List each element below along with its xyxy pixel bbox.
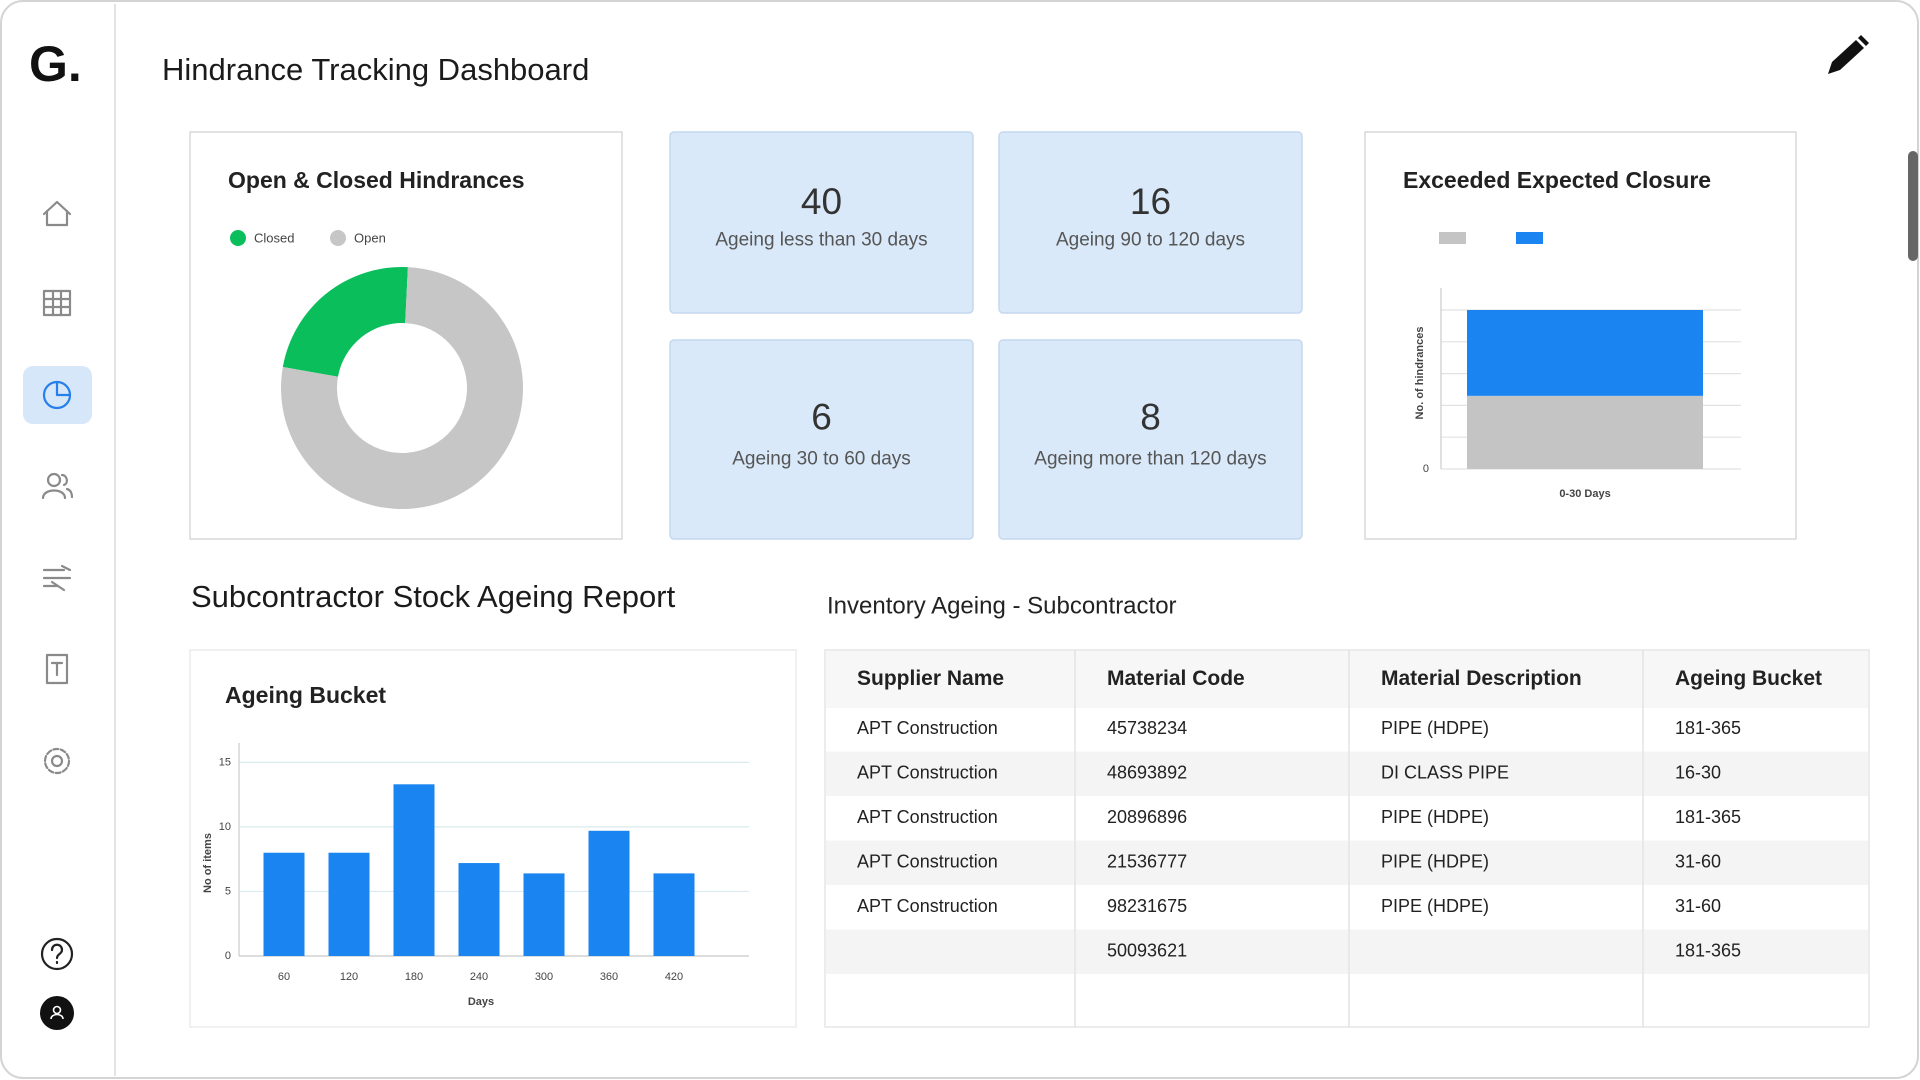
- x-tick-label: 120: [340, 971, 358, 983]
- bar-segment: [1467, 395, 1703, 469]
- table-cell: 48693892: [1107, 763, 1187, 783]
- bar: [263, 852, 305, 956]
- card-title: Open & Closed Hindrances: [228, 167, 525, 193]
- table-cell: APT Construction: [857, 807, 998, 827]
- edit-button[interactable]: [1828, 35, 1869, 74]
- legend-swatch: [1516, 232, 1543, 244]
- kpi-value: 40: [801, 181, 842, 222]
- ageing-card: [189, 649, 797, 1028]
- table-header: Supplier Name: [857, 667, 1004, 690]
- bar: [653, 873, 695, 956]
- table-cell: 31-60: [1675, 852, 1721, 872]
- scrollbar[interactable]: [1908, 151, 1918, 261]
- x-tick-label: 60: [278, 971, 290, 983]
- page-title: Hindrance Tracking Dashboard: [162, 52, 589, 87]
- y-tick-label: 5: [225, 885, 231, 897]
- table-cell: 16-30: [1675, 763, 1721, 783]
- table-cell: 181-365: [1675, 718, 1741, 738]
- table-header: Material Description: [1381, 667, 1582, 690]
- table-header: Ageing Bucket: [1675, 667, 1822, 690]
- x-tick-label: 360: [600, 971, 618, 983]
- x-axis-label: Days: [468, 996, 494, 1008]
- table-cell: 31-60: [1675, 896, 1721, 916]
- card-title: Ageing Bucket: [225, 682, 386, 708]
- table-cell: APT Construction: [857, 896, 998, 916]
- kpi-label: Ageing more than 120 days: [1034, 448, 1266, 469]
- nav-settings[interactable]: [43, 747, 71, 775]
- legend-swatch: [1439, 232, 1466, 244]
- bar: [328, 852, 370, 956]
- x-tick-label: 0-30 Days: [1559, 488, 1610, 500]
- kpi-value: 16: [1130, 181, 1171, 222]
- x-tick-label: 300: [535, 971, 553, 983]
- x-tick-label: 180: [405, 971, 423, 983]
- kpi-card: [669, 339, 974, 540]
- nav-charts[interactable]: [42, 380, 72, 410]
- section-title: Subcontractor Stock Ageing Report: [191, 579, 676, 614]
- y-tick-label: 0: [225, 950, 231, 962]
- table-cell: PIPE (HDPE): [1381, 896, 1489, 916]
- kpi-card: [998, 339, 1303, 540]
- table-cell: APT Construction: [857, 718, 998, 738]
- kpi-value: 8: [1140, 396, 1161, 437]
- bar: [393, 784, 435, 956]
- nav-users[interactable]: [41, 472, 74, 500]
- legend-swatch: [330, 230, 346, 246]
- card-title: Exceeded Expected Closure: [1403, 167, 1711, 193]
- user-avatar[interactable]: [40, 996, 74, 1030]
- table-cell: 50093621: [1107, 941, 1187, 961]
- table-title: Inventory Ageing - Subcontractor: [827, 592, 1177, 619]
- table-row-bg: [826, 840, 1868, 885]
- x-tick-label: 420: [665, 971, 683, 983]
- y-axis-label: No of items: [202, 833, 214, 893]
- legend-label: Open: [354, 230, 386, 245]
- table-cell: PIPE (HDPE): [1381, 852, 1489, 872]
- donut-segment: [280, 267, 523, 509]
- table-cell: PIPE (HDPE): [1381, 718, 1489, 738]
- table-header-bg: [826, 651, 1868, 708]
- bar-segment: [1467, 310, 1703, 396]
- kpi-value: 6: [811, 396, 832, 437]
- kpi-label: Ageing 90 to 120 days: [1056, 230, 1245, 251]
- donut-segment: [282, 267, 408, 377]
- table-cell: PIPE (HDPE): [1381, 807, 1489, 827]
- table-cell: 21536777: [1107, 852, 1187, 872]
- nav-help[interactable]: [40, 937, 74, 971]
- table-cell: 98231675: [1107, 896, 1187, 916]
- x-tick-label: 240: [470, 971, 488, 983]
- table-row-bg: [826, 751, 1868, 796]
- table-cell: 45738234: [1107, 718, 1187, 738]
- legend-label: Closed: [254, 230, 294, 245]
- nav-docs[interactable]: [45, 653, 69, 685]
- table-cell: 20896896: [1107, 807, 1187, 827]
- y-tick-label: 0: [1423, 463, 1429, 475]
- y-tick-label: 10: [219, 821, 231, 833]
- legend-swatch: [230, 230, 246, 246]
- bar: [588, 830, 630, 956]
- bar: [523, 873, 565, 956]
- table-cell: 181-365: [1675, 807, 1741, 827]
- y-axis-label: No. of hindrances: [1414, 327, 1426, 420]
- bar: [458, 863, 500, 956]
- nav-filter[interactable]: [42, 564, 72, 592]
- table-cell: APT Construction: [857, 763, 998, 783]
- kpi-label: Ageing 30 to 60 days: [732, 448, 911, 469]
- table-row-bg: [826, 929, 1868, 974]
- logo: G.: [29, 36, 82, 92]
- kpi-card: [669, 131, 974, 314]
- table-header: Material Code: [1107, 667, 1245, 690]
- kpi-label: Ageing less than 30 days: [715, 230, 927, 251]
- table-cell: DI CLASS PIPE: [1381, 763, 1509, 783]
- nav-home[interactable]: [42, 200, 72, 227]
- table-cell: 181-365: [1675, 941, 1741, 961]
- table-cell: APT Construction: [857, 852, 998, 872]
- kpi-card: [998, 131, 1303, 314]
- nav-grid[interactable]: [42, 289, 72, 317]
- y-tick-label: 15: [219, 756, 231, 768]
